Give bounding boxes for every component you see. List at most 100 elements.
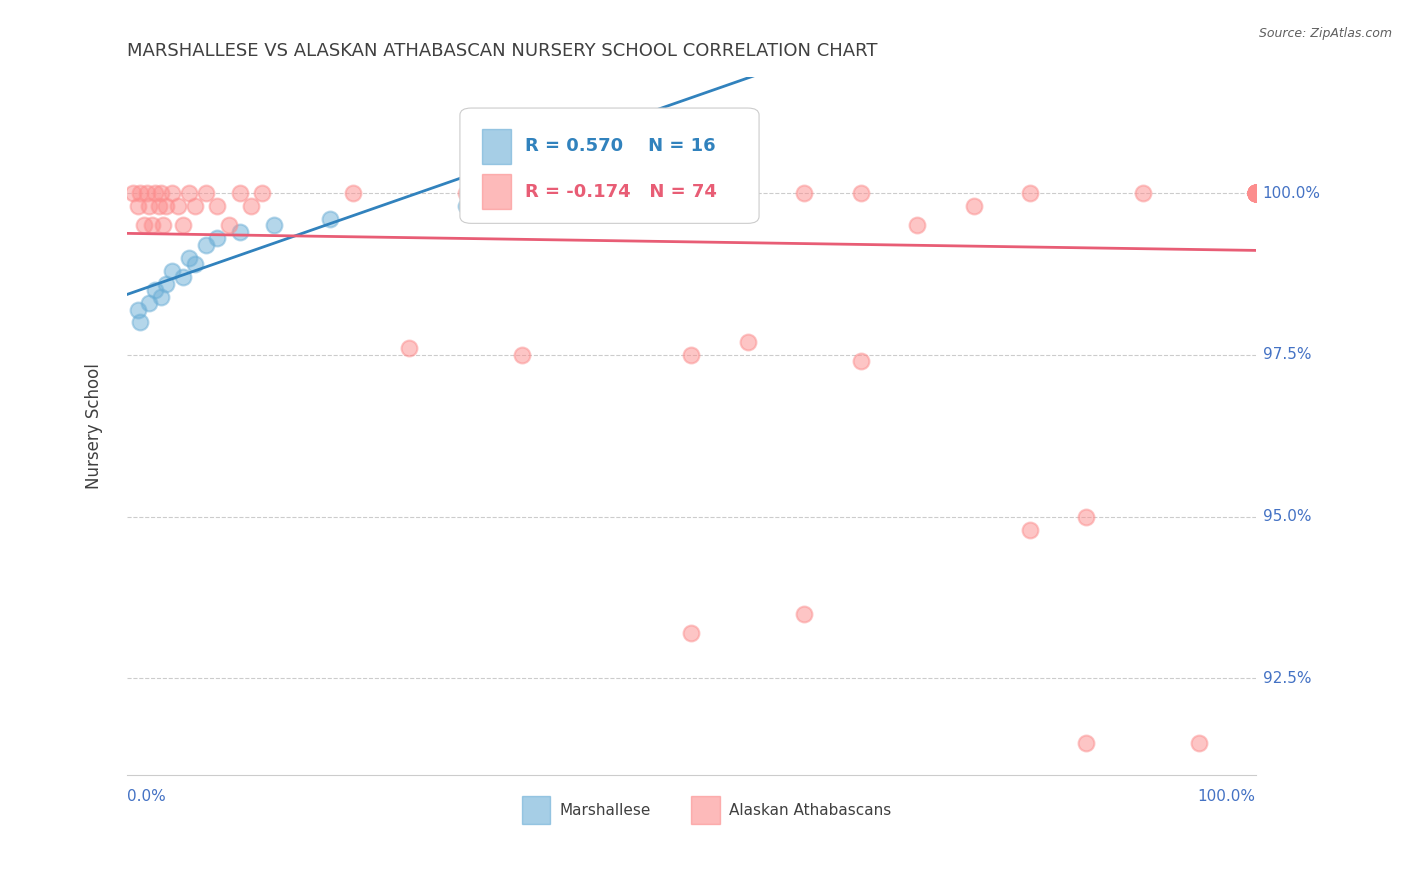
Point	[240, 199, 263, 213]
Point	[1244, 186, 1267, 200]
Point	[342, 186, 364, 200]
Point	[1019, 186, 1042, 200]
Point	[129, 186, 152, 200]
Point	[319, 211, 342, 226]
Point	[177, 251, 200, 265]
Point	[132, 219, 155, 233]
Point	[398, 342, 420, 356]
Point	[962, 199, 984, 213]
Text: R = 0.570    N = 16: R = 0.570 N = 16	[526, 137, 716, 155]
Point	[1019, 523, 1042, 537]
Point	[155, 277, 177, 291]
Point	[1244, 186, 1267, 200]
Text: Alaskan Athabascans: Alaskan Athabascans	[728, 803, 891, 818]
Text: 92.5%: 92.5%	[1263, 671, 1312, 686]
Point	[1244, 186, 1267, 200]
Point	[1244, 186, 1267, 200]
Point	[172, 219, 194, 233]
Text: R = -0.174   N = 74: R = -0.174 N = 74	[526, 183, 717, 201]
FancyBboxPatch shape	[482, 175, 510, 210]
Point	[1244, 186, 1267, 200]
Point	[194, 237, 217, 252]
Point	[166, 199, 188, 213]
Point	[1244, 186, 1267, 200]
Text: 100.0%: 100.0%	[1263, 186, 1320, 201]
Point	[1076, 509, 1098, 524]
Point	[194, 186, 217, 200]
Point	[1244, 186, 1267, 200]
Text: Marshallese: Marshallese	[560, 803, 651, 818]
Point	[127, 302, 149, 317]
Point	[905, 219, 928, 233]
Point	[183, 257, 205, 271]
Point	[155, 199, 177, 213]
Point	[510, 348, 533, 362]
Point	[737, 334, 759, 349]
Point	[1244, 186, 1267, 200]
Point	[1244, 186, 1267, 200]
Point	[454, 186, 477, 200]
Point	[138, 199, 160, 213]
Point	[160, 263, 183, 277]
Point	[1244, 186, 1267, 200]
FancyBboxPatch shape	[460, 108, 759, 223]
Point	[567, 186, 589, 200]
Text: 100.0%: 100.0%	[1198, 789, 1256, 805]
Point	[1244, 186, 1267, 200]
Point	[1188, 736, 1211, 750]
Point	[1244, 186, 1267, 200]
Point	[1244, 186, 1267, 200]
Point	[143, 283, 166, 297]
Point	[1244, 186, 1267, 200]
Point	[624, 186, 647, 200]
Point	[172, 270, 194, 285]
Point	[1244, 186, 1267, 200]
Point	[454, 199, 477, 213]
Point	[1244, 186, 1267, 200]
Point	[218, 219, 240, 233]
Point	[205, 199, 228, 213]
Text: MARSHALLESE VS ALASKAN ATHABASCAN NURSERY SCHOOL CORRELATION CHART: MARSHALLESE VS ALASKAN ATHABASCAN NURSER…	[127, 42, 877, 60]
Point	[1244, 186, 1267, 200]
Point	[138, 296, 160, 310]
Point	[129, 316, 152, 330]
Point	[183, 199, 205, 213]
Point	[148, 199, 170, 213]
Point	[141, 219, 163, 233]
Text: Source: ZipAtlas.com: Source: ZipAtlas.com	[1258, 27, 1392, 40]
Point	[1244, 186, 1267, 200]
Point	[1244, 186, 1267, 200]
Point	[849, 186, 872, 200]
Point	[793, 607, 815, 621]
Point	[1244, 186, 1267, 200]
Point	[1244, 186, 1267, 200]
Point	[152, 219, 174, 233]
FancyBboxPatch shape	[482, 129, 510, 164]
FancyBboxPatch shape	[692, 797, 720, 824]
Point	[229, 186, 252, 200]
Point	[1244, 186, 1267, 200]
Point	[160, 186, 183, 200]
Point	[252, 186, 274, 200]
Text: 0.0%: 0.0%	[127, 789, 166, 805]
Point	[1132, 186, 1154, 200]
Point	[127, 199, 149, 213]
Point	[1244, 186, 1267, 200]
Point	[1076, 736, 1098, 750]
Point	[1244, 186, 1267, 200]
Point	[229, 225, 252, 239]
Point	[1244, 186, 1267, 200]
Point	[205, 231, 228, 245]
Point	[1244, 186, 1267, 200]
Point	[136, 186, 159, 200]
Point	[121, 186, 143, 200]
Point	[149, 186, 172, 200]
Point	[1244, 186, 1267, 200]
FancyBboxPatch shape	[522, 797, 550, 824]
Point	[793, 186, 815, 200]
Text: 97.5%: 97.5%	[1263, 347, 1312, 362]
Text: 95.0%: 95.0%	[1263, 509, 1312, 524]
Point	[177, 186, 200, 200]
Point	[1244, 186, 1267, 200]
Point	[143, 186, 166, 200]
